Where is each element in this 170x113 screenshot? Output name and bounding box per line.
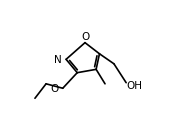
- Text: O: O: [50, 84, 58, 93]
- Text: O: O: [81, 32, 89, 42]
- Text: OH: OH: [127, 81, 143, 91]
- Text: N: N: [54, 55, 62, 65]
